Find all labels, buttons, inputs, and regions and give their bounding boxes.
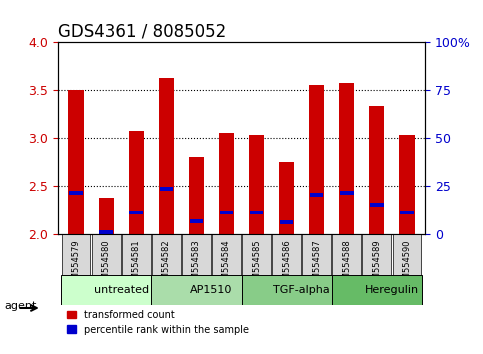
Text: GSM554579: GSM554579: [71, 239, 81, 290]
Text: GSM554582: GSM554582: [162, 239, 171, 290]
Bar: [310, 193, 324, 197]
FancyBboxPatch shape: [122, 234, 151, 305]
Bar: [190, 219, 203, 223]
FancyBboxPatch shape: [61, 234, 90, 305]
Bar: [339, 82, 355, 234]
Bar: [370, 203, 384, 207]
Text: untreated: untreated: [94, 285, 149, 295]
Bar: [220, 211, 233, 215]
Text: Heregulin: Heregulin: [365, 285, 419, 295]
FancyBboxPatch shape: [362, 234, 391, 305]
Bar: [189, 157, 204, 234]
Bar: [340, 192, 354, 195]
FancyBboxPatch shape: [212, 234, 241, 305]
Text: GSM554584: GSM554584: [222, 239, 231, 290]
Text: GSM554586: GSM554586: [282, 239, 291, 290]
Text: GSM554587: GSM554587: [312, 239, 321, 290]
FancyBboxPatch shape: [242, 275, 332, 305]
Legend: transformed count, percentile rank within the sample: transformed count, percentile rank withi…: [63, 306, 253, 338]
Bar: [249, 135, 264, 234]
Bar: [280, 220, 293, 224]
Bar: [99, 198, 114, 234]
Text: GSM554585: GSM554585: [252, 239, 261, 290]
FancyBboxPatch shape: [61, 275, 151, 305]
FancyBboxPatch shape: [272, 234, 301, 305]
FancyBboxPatch shape: [332, 234, 361, 305]
Bar: [250, 211, 263, 215]
FancyBboxPatch shape: [302, 234, 331, 305]
Text: GSM554583: GSM554583: [192, 239, 201, 290]
Bar: [309, 85, 324, 234]
Text: GSM554580: GSM554580: [101, 239, 111, 290]
Bar: [69, 192, 83, 195]
Bar: [400, 211, 414, 215]
Text: agent: agent: [5, 301, 37, 311]
Bar: [69, 90, 84, 234]
Bar: [159, 187, 173, 190]
FancyBboxPatch shape: [393, 234, 422, 305]
Text: GSM554588: GSM554588: [342, 239, 351, 290]
Text: TGF-alpha: TGF-alpha: [273, 285, 330, 295]
FancyBboxPatch shape: [92, 234, 121, 305]
Bar: [279, 162, 294, 234]
FancyBboxPatch shape: [151, 275, 242, 305]
Bar: [128, 131, 144, 234]
FancyBboxPatch shape: [182, 234, 211, 305]
Text: AP1510: AP1510: [190, 285, 233, 295]
Text: GSM554590: GSM554590: [402, 239, 412, 290]
FancyBboxPatch shape: [242, 234, 271, 305]
Bar: [219, 133, 234, 234]
Text: GDS4361 / 8085052: GDS4361 / 8085052: [58, 23, 226, 41]
Bar: [129, 211, 143, 215]
Bar: [99, 230, 113, 234]
Bar: [159, 78, 174, 234]
Text: GSM554589: GSM554589: [372, 239, 382, 290]
FancyBboxPatch shape: [152, 234, 181, 305]
Text: GSM554581: GSM554581: [132, 239, 141, 290]
Bar: [369, 107, 384, 234]
FancyBboxPatch shape: [332, 275, 422, 305]
Bar: [399, 135, 414, 234]
